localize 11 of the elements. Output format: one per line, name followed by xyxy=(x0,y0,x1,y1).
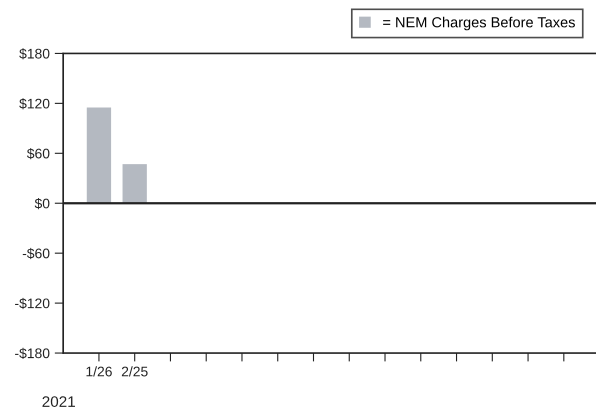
y-tick-label: -$60 xyxy=(22,248,50,260)
y-tick-label: -$180 xyxy=(15,348,50,360)
text: 2021 xyxy=(42,396,75,408)
x-tick-label: 1/26 xyxy=(86,366,112,376)
x-tick-label: 2/25 xyxy=(122,366,148,376)
y-tick-label: $180 xyxy=(19,48,50,60)
y-tick-label: $120 xyxy=(19,98,50,110)
y-tick-label: $60 xyxy=(26,148,50,160)
y-tick-label: -$120 xyxy=(15,298,50,310)
y-tick-label: $0 xyxy=(34,198,50,210)
legend-label: = NEM Charges Before Taxes xyxy=(383,16,575,30)
